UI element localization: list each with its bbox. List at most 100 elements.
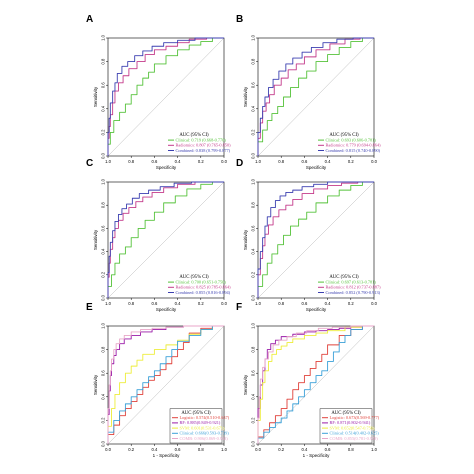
x-tick-label: 0.4 bbox=[151, 447, 157, 452]
reference-diagonal bbox=[257, 181, 375, 299]
panel-e: E 0.0 0.2 0.4 0.6 0.8 1.0 0.0 0.2 0.4 0.6 0.8 1.0 1 -… bbox=[86, 302, 230, 458]
x-axis-label: 1 - Specificity bbox=[303, 453, 331, 458]
legend-entry: COMB: 0.855(0.781-0.929) bbox=[330, 436, 379, 441]
panel-b: B 0.0 0.2 0.4 0.6 0.8 1.0 1.0 0.8 0.6 0.4 0.2 0.0 Spe… bbox=[236, 14, 381, 170]
x-tick-label: 1.0 bbox=[371, 447, 377, 452]
x-tick-label: 0.4 bbox=[175, 159, 181, 164]
plot-frame bbox=[107, 181, 225, 299]
legend-entry: Clinical: 0.693 (0.606-0.781) bbox=[326, 137, 377, 142]
y-axis-label: Sensitivity bbox=[243, 86, 248, 107]
y-tick-label: 0.2 bbox=[101, 417, 106, 423]
legend-entry: COMB: 0.906(0.869-0.943) bbox=[180, 436, 229, 441]
x-tick-label: 0.2 bbox=[348, 301, 354, 306]
legend-box bbox=[316, 131, 372, 155]
x-tick-label: 0.0 bbox=[221, 159, 227, 164]
y-axis-label: Sensitivity bbox=[93, 229, 98, 250]
y-tick-label: 1.0 bbox=[251, 34, 256, 40]
legend-entry: SVM: 0.601(0.531-0.671) bbox=[180, 425, 225, 430]
x-tick-label: 0.2 bbox=[128, 447, 134, 452]
y-tick-label: 0.4 bbox=[251, 393, 256, 399]
roc-curve-0 bbox=[257, 181, 374, 298]
y-tick-label: 0.2 bbox=[251, 417, 256, 423]
y-axis-label: Sensitivity bbox=[243, 374, 248, 395]
y-tick-label: 0.8 bbox=[101, 346, 106, 352]
legend-title: AUC (95% CI) bbox=[331, 411, 361, 416]
x-tick-label: 0.6 bbox=[325, 447, 331, 452]
y-tick-label: 0.8 bbox=[101, 202, 106, 208]
legend-entry: Clinical: 0.697 (0.613-0.781) bbox=[326, 279, 377, 284]
x-tick-label: 0.8 bbox=[128, 301, 134, 306]
reference-diagonal bbox=[257, 325, 375, 445]
y-axis-label: Sensitivity bbox=[93, 374, 98, 395]
y-tick-label: 0.4 bbox=[101, 393, 106, 399]
roc-curve-2 bbox=[257, 325, 374, 444]
legend-entry: Combined: 0.852 (0.790-0.913) bbox=[326, 290, 381, 295]
panel-letter: B bbox=[236, 14, 243, 25]
legend-entry: Clinical: 0.719 (0.668-0.770) bbox=[176, 137, 227, 142]
x-tick-label: 0.2 bbox=[198, 159, 204, 164]
legend-entry: RF: 0.871(0.802-0.941) bbox=[330, 420, 371, 425]
y-tick-label: 1.0 bbox=[251, 178, 256, 184]
panel-letter: A bbox=[86, 14, 93, 25]
plot-frame bbox=[107, 37, 225, 157]
legend-entry: Logistic: 0.673(0.569-0.777) bbox=[330, 415, 380, 420]
panel-a: A 0.0 0.2 0.4 0.6 0.8 1.0 1.0 0.8 0.6 0.4 0.2 0.0 Spe… bbox=[86, 14, 231, 170]
y-tick-label: 0.0 bbox=[251, 294, 256, 300]
plot-frame bbox=[257, 325, 375, 445]
x-tick-label: 0.8 bbox=[278, 301, 284, 306]
legend-title: AUC (95% CI) bbox=[179, 275, 209, 280]
y-tick-label: 0.8 bbox=[251, 346, 256, 352]
x-tick-label: 0.0 bbox=[221, 301, 227, 306]
plot-frame bbox=[257, 181, 375, 299]
reference-diagonal bbox=[257, 37, 375, 157]
x-tick-label: 1.0 bbox=[221, 447, 227, 452]
y-tick-label: 0.4 bbox=[101, 105, 106, 111]
legend-entry: Radiomics: 0.825 (0.785-0.864) bbox=[176, 285, 232, 290]
x-axis-label: Specificity bbox=[156, 165, 177, 170]
legend-box bbox=[316, 273, 372, 297]
x-tick-label: 0.4 bbox=[325, 159, 331, 164]
reference-diagonal bbox=[107, 181, 225, 299]
x-tick-label: 0.8 bbox=[278, 159, 284, 164]
y-tick-label: 0.6 bbox=[101, 82, 106, 88]
y-tick-label: 0.6 bbox=[251, 82, 256, 88]
x-tick-label: 0.2 bbox=[278, 447, 284, 452]
y-tick-label: 0.0 bbox=[101, 152, 106, 158]
x-tick-label: 0.4 bbox=[301, 447, 307, 452]
legend-box bbox=[169, 408, 223, 444]
panel-d: D 0.0 0.2 0.4 0.6 0.8 1.0 1.0 0.8 0.6 0.4 0.2 0.0 Spe… bbox=[236, 158, 381, 312]
y-tick-label: 0.8 bbox=[101, 58, 106, 64]
x-tick-label: 1.0 bbox=[105, 301, 111, 306]
roc-curve-2 bbox=[107, 37, 224, 156]
x-tick-label: 0.4 bbox=[175, 301, 181, 306]
y-tick-label: 0.0 bbox=[101, 440, 106, 446]
roc-curve-0 bbox=[107, 181, 224, 298]
legend-title: AUC (95% CI) bbox=[329, 275, 359, 280]
y-tick-label: 1.0 bbox=[101, 322, 106, 328]
roc-curve-0 bbox=[107, 37, 224, 156]
reference-diagonal bbox=[107, 325, 225, 445]
legend-entry: Clinical: 0.666(0.593-0.739) bbox=[180, 431, 230, 436]
roc-curve-0 bbox=[257, 325, 374, 444]
legend-box bbox=[166, 273, 222, 297]
y-tick-label: 0.8 bbox=[251, 58, 256, 64]
x-axis-label: Specificity bbox=[306, 165, 327, 170]
y-tick-label: 0.2 bbox=[251, 271, 256, 277]
legend-entry: Combined: 0.815 (0.740-0.890) bbox=[326, 148, 381, 153]
x-tick-label: 0.0 bbox=[105, 447, 111, 452]
panel-c: C 0.0 0.2 0.4 0.6 0.8 1.0 1.0 0.8 0.6 0.4 0.2 0.0 Spe… bbox=[86, 158, 231, 312]
legend-entry: Combined: 0.855 (0.816-0.894) bbox=[176, 290, 231, 295]
plot-frame bbox=[107, 325, 225, 445]
roc-curve-2 bbox=[107, 325, 224, 444]
roc-curve-0 bbox=[257, 37, 374, 156]
y-tick-label: 0.6 bbox=[101, 225, 106, 231]
legend-entry: Clinical: 0.514(0.402-0.625) bbox=[330, 431, 380, 436]
y-tick-label: 0.6 bbox=[101, 370, 106, 376]
roc-curve-2 bbox=[257, 181, 374, 298]
panel-letter: D bbox=[236, 158, 243, 169]
y-tick-label: 0.6 bbox=[251, 370, 256, 376]
legend-entry: SVM: 0.652(0.547-0.756) bbox=[330, 425, 375, 430]
legend-box bbox=[166, 131, 222, 155]
y-tick-label: 0.6 bbox=[251, 225, 256, 231]
